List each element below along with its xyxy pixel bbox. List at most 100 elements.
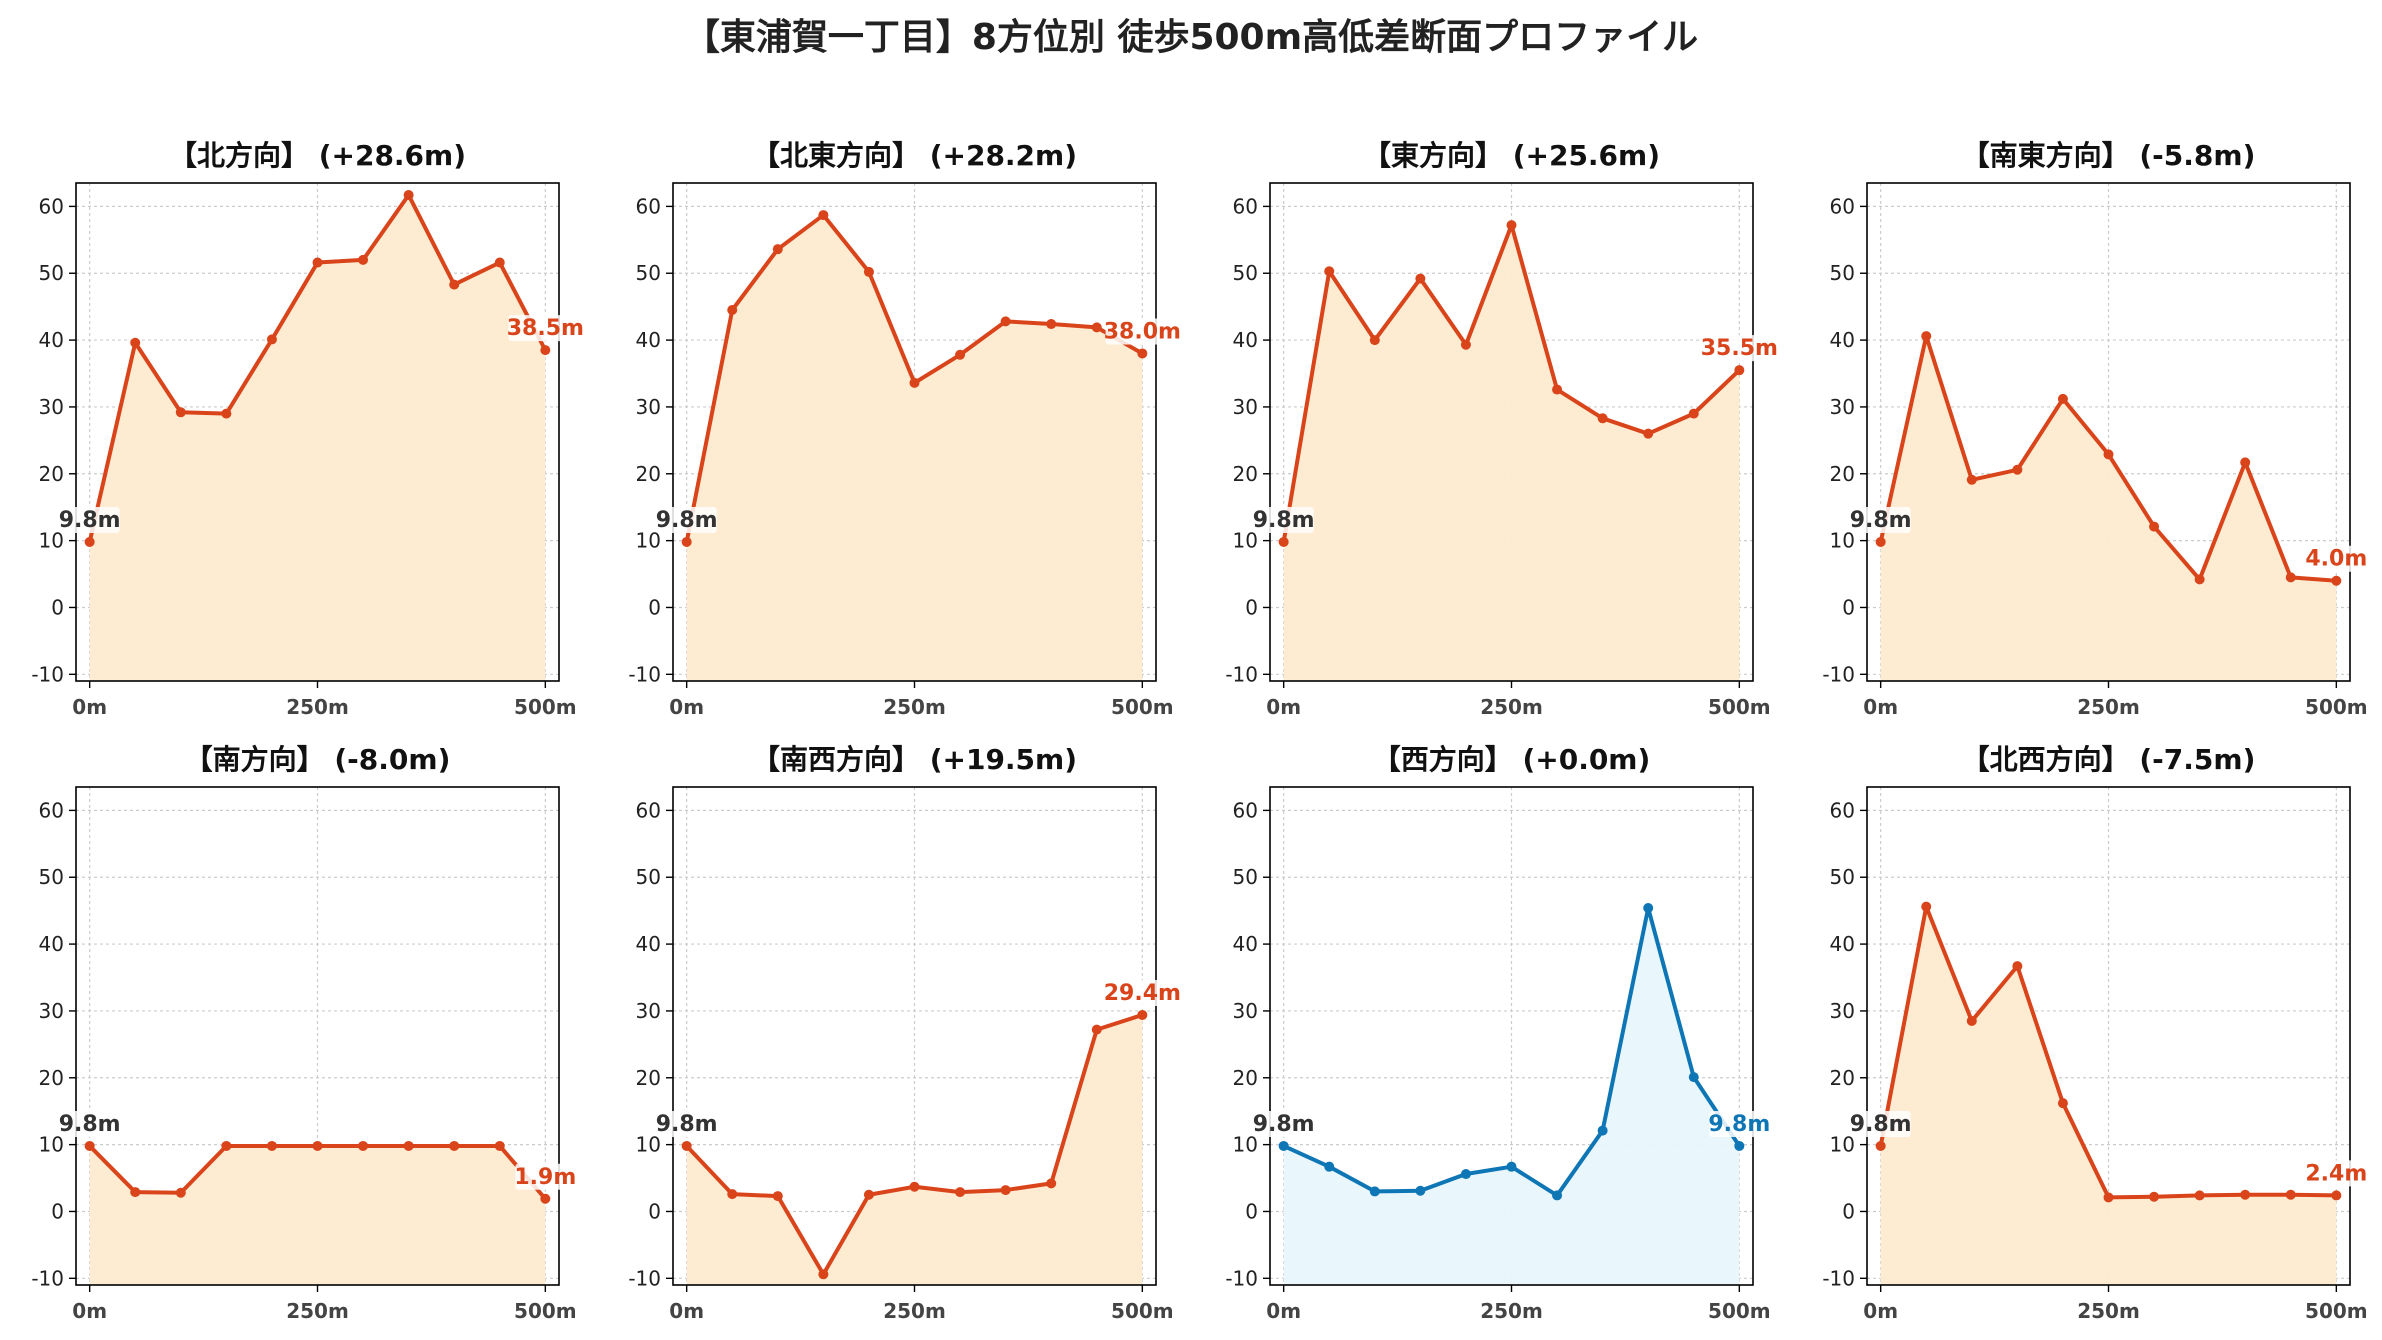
data-label-bg	[515, 1163, 576, 1190]
data-point	[175, 407, 186, 418]
x-tick-label: 250m	[1480, 695, 1543, 719]
y-tick-label: 50	[39, 865, 64, 889]
data-point	[2240, 1189, 2251, 1200]
data-point	[449, 279, 460, 290]
data-point	[772, 1191, 783, 1202]
chart-panel-4: -10 0 10 20 30 40 50 60 0m 250m 500m 【南方向】 (-8.0m) 9…	[31, 743, 576, 1323]
y-tick-label: 50	[1830, 261, 1855, 285]
y-tick-label: 60	[1830, 798, 1855, 822]
data-point	[2285, 1189, 2296, 1200]
y-tick-label: 20	[1830, 462, 1855, 486]
data-point	[727, 1189, 738, 1200]
data-label: 9.8m	[1253, 1112, 1315, 1137]
data-label: 29.4m	[1104, 981, 1181, 1006]
y-tick-label: 30	[1830, 395, 1855, 419]
data-point	[1460, 339, 1471, 350]
x-tick-label: 500m	[1708, 695, 1771, 719]
data-point	[2012, 464, 2023, 475]
data-point	[2057, 1098, 2068, 1109]
y-tick-label: -10	[628, 662, 661, 686]
data-point	[1506, 1161, 1517, 1172]
y-tick-label: 30	[39, 395, 64, 419]
data-point	[1921, 331, 1932, 342]
area-fill	[1283, 225, 1740, 682]
data-label: 9.8m	[656, 1112, 718, 1137]
y-tick-label: -10	[1225, 1266, 1258, 1290]
y-tick-label: 10	[39, 529, 64, 553]
data-label: 35.5m	[1701, 336, 1778, 361]
data-point	[2194, 1190, 2205, 1201]
figure-title: 【東浦賀一丁目】8方位別 徒歩500m高低差断面プロファイル	[683, 17, 1699, 58]
data-label-bg	[59, 506, 120, 533]
y-tick-label: 40	[636, 328, 661, 352]
data-label: 2.4m	[2305, 1161, 2367, 1186]
data-point	[1460, 1169, 1471, 1180]
panel-title: 【北東方向】 (+28.2m)	[752, 139, 1077, 172]
data-label-bg	[1850, 506, 1911, 533]
data-point	[266, 1140, 277, 1151]
data-point	[1415, 273, 1426, 284]
panel-title: 【北西方向】 (-7.5m)	[1962, 743, 2256, 776]
data-point	[1875, 1140, 1886, 1151]
y-tick-label: 10	[1233, 529, 1258, 553]
panel-title: 【南方向】 (-8.0m)	[185, 743, 451, 776]
data-label-bg	[1709, 1110, 1770, 1137]
x-tick-label: 250m	[883, 1299, 946, 1323]
x-tick-label: 500m	[1111, 695, 1174, 719]
y-tick-label: 30	[636, 395, 661, 419]
data-label: 9.8m	[1253, 508, 1315, 533]
x-tick-label: 500m	[514, 695, 577, 719]
x-tick-label: 500m	[2305, 1299, 2368, 1323]
y-tick-label: 60	[1233, 194, 1258, 218]
data-point	[2149, 521, 2160, 532]
data-point	[84, 1140, 95, 1151]
y-tick-label: 30	[39, 999, 64, 1023]
y-tick-label: -10	[1822, 662, 1855, 686]
y-tick-label: 30	[1830, 999, 1855, 1023]
chart-panel-6: -10 0 10 20 30 40 50 60 0m 250m 500m 【西方向】 (+0.0m) 9…	[1225, 743, 1770, 1323]
data-label: 9.8m	[656, 508, 718, 533]
data-point	[2103, 1192, 2114, 1203]
y-tick-label: 30	[1233, 999, 1258, 1023]
area-fill	[89, 1145, 546, 1285]
data-point	[727, 305, 738, 316]
x-tick-label: 500m	[1111, 1299, 1174, 1323]
data-point	[1137, 1009, 1148, 1020]
data-point	[494, 257, 505, 268]
data-point	[1552, 384, 1563, 395]
data-point	[1278, 1140, 1289, 1151]
y-tick-label: 50	[636, 865, 661, 889]
y-tick-label: 10	[1830, 529, 1855, 553]
x-tick-label: 0m	[72, 1299, 107, 1323]
data-point	[130, 337, 141, 348]
y-tick-label: 40	[1830, 932, 1855, 956]
data-label: 38.5m	[507, 316, 584, 341]
panel-title: 【西方向】 (+0.0m)	[1373, 743, 1651, 776]
data-point	[2331, 1190, 2342, 1201]
data-point	[1046, 1178, 1057, 1189]
area-fill	[1880, 906, 2337, 1285]
data-point	[1734, 1140, 1745, 1151]
data-point	[818, 1269, 829, 1280]
data-point	[266, 334, 277, 345]
x-tick-label: 0m	[669, 1299, 704, 1323]
y-tick-label: 60	[39, 194, 64, 218]
data-point	[494, 1140, 505, 1151]
data-point	[1369, 335, 1380, 346]
data-point	[403, 1140, 414, 1151]
data-point	[312, 257, 323, 268]
data-point	[863, 1189, 874, 1200]
data-point	[818, 210, 829, 221]
data-point	[955, 1187, 966, 1198]
y-tick-label: 10	[1830, 1133, 1855, 1157]
area-fill	[686, 1014, 1143, 1285]
data-point	[1091, 1024, 1102, 1035]
data-point	[681, 536, 692, 547]
data-point	[1688, 408, 1699, 419]
y-tick-label: 10	[636, 1133, 661, 1157]
data-point	[909, 377, 920, 388]
y-tick-label: 0	[1842, 1199, 1855, 1223]
data-point	[1688, 1072, 1699, 1083]
data-point	[1597, 1125, 1608, 1136]
